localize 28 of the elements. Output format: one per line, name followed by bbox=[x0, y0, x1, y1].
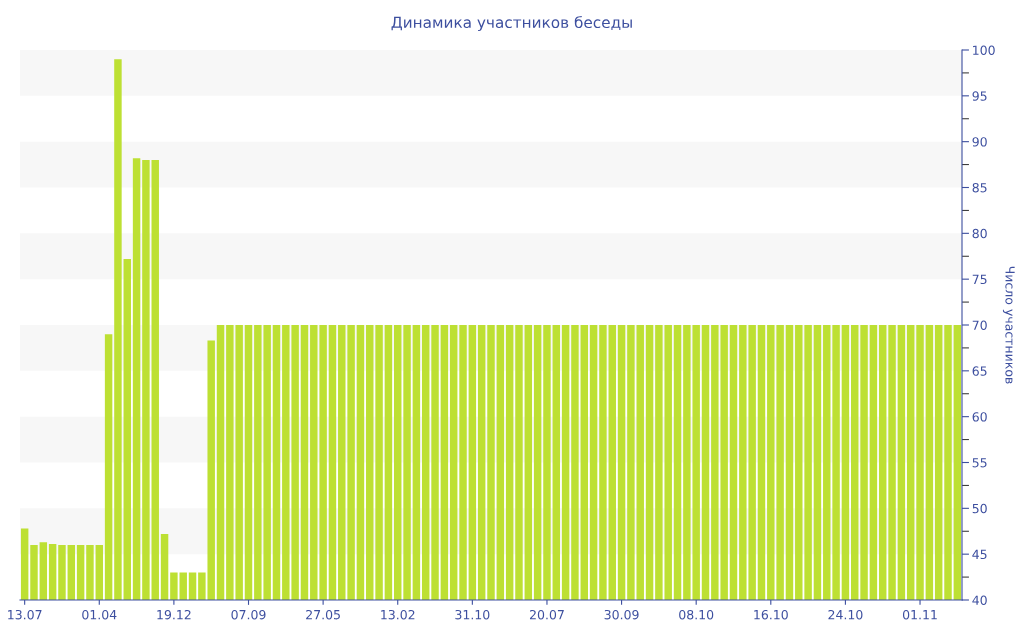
x-tick-label: 16.10 bbox=[754, 609, 788, 620]
y-tick-label: 80 bbox=[972, 228, 987, 239]
x-tick-label: 31.10 bbox=[455, 609, 490, 620]
x-tick-label: 19.12 bbox=[157, 609, 191, 620]
x-tick-label: 08.10 bbox=[679, 609, 714, 620]
y-tick-label: 90 bbox=[972, 137, 987, 147]
y-tick-label: 100 bbox=[973, 45, 995, 55]
y-tick-label: 95 bbox=[972, 91, 987, 101]
x-tick-label: 20.07 bbox=[529, 609, 564, 620]
y-tick-label: 85 bbox=[972, 182, 987, 193]
x-tick-label: 01.04 bbox=[82, 609, 117, 620]
x-tick-label: 13.02 bbox=[381, 609, 415, 620]
y-tick-label: 45 bbox=[972, 549, 987, 560]
y-tick-label: 40 bbox=[972, 595, 987, 605]
x-tick-label: 01.11 bbox=[902, 609, 937, 620]
y-axis-title: Число участников bbox=[1002, 266, 1015, 384]
y-tick-label: 75 bbox=[972, 274, 987, 285]
x-tick-label: 30.09 bbox=[604, 609, 639, 620]
x-tick-label: 24.10 bbox=[828, 609, 863, 620]
y-tick-label: 70 bbox=[972, 320, 987, 330]
chart-title: Динамика участников беседы bbox=[391, 16, 632, 32]
x-tick-label: 13.07 bbox=[8, 609, 42, 620]
y-tick-label: 60 bbox=[972, 412, 987, 422]
y-tick-label: 50 bbox=[972, 503, 987, 514]
y-tick-label: 55 bbox=[972, 458, 987, 468]
x-tick-label: 07.09 bbox=[231, 609, 266, 620]
y-tick-label: 65 bbox=[972, 366, 987, 376]
x-tick-label: 27.05 bbox=[306, 609, 340, 620]
